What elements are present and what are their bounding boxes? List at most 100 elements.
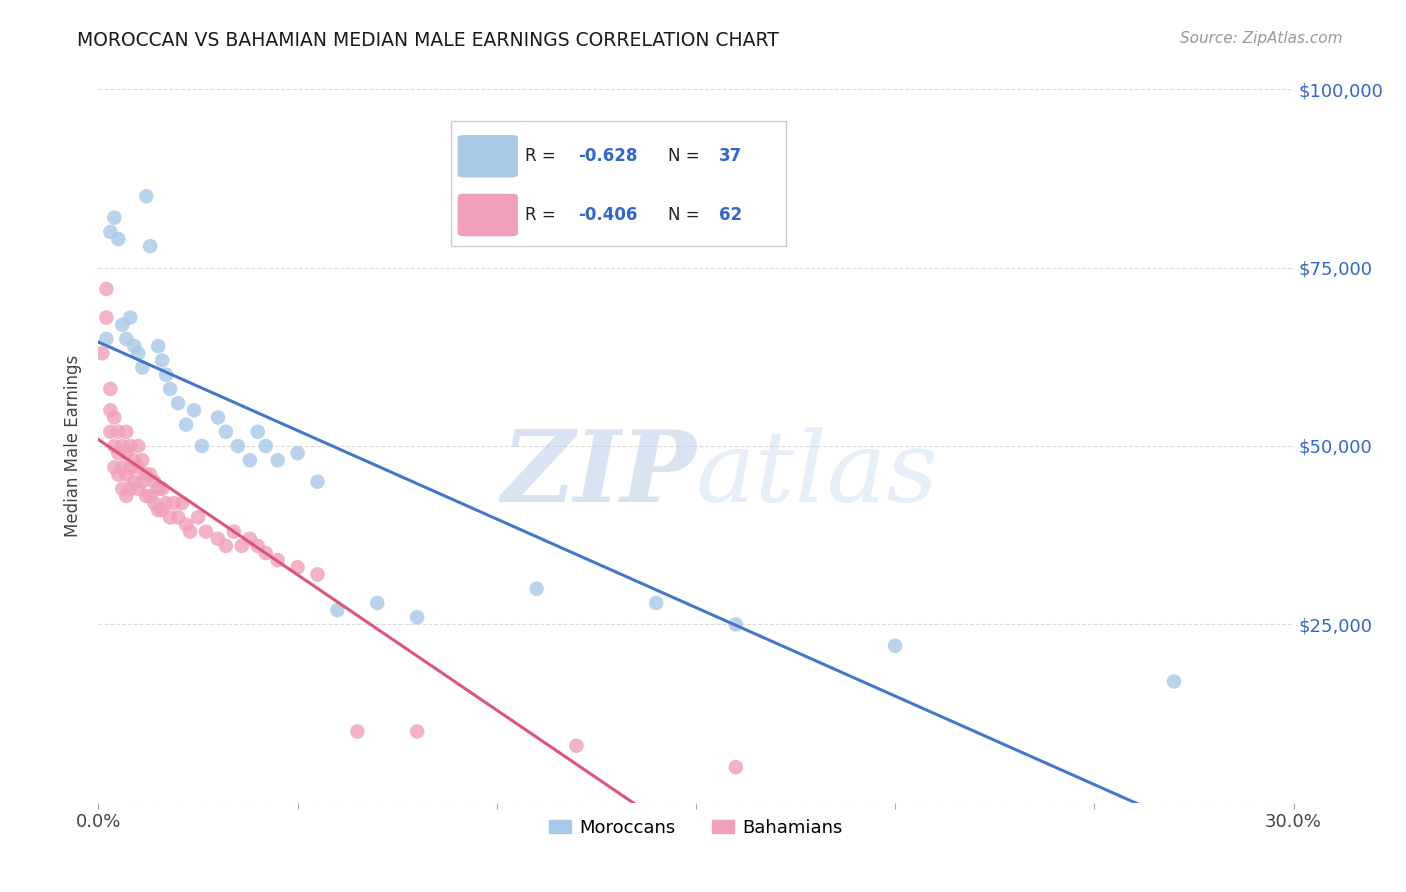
Point: [103, 439, 125, 453]
Point: [267, 453, 290, 467]
Point: [115, 425, 138, 439]
Point: [167, 396, 190, 410]
Point: [103, 410, 125, 425]
Point: [120, 482, 142, 496]
Point: [150, 503, 173, 517]
Point: [103, 460, 125, 475]
Point: [98, 382, 122, 396]
Text: Source: ZipAtlas.com: Source: ZipAtlas.com: [1180, 31, 1343, 46]
Point: [167, 510, 190, 524]
Point: [366, 596, 388, 610]
Point: [139, 489, 162, 503]
Point: [187, 510, 209, 524]
Point: [131, 475, 153, 489]
Point: [107, 232, 129, 246]
Point: [120, 310, 142, 325]
Point: [91, 346, 114, 360]
Point: [124, 453, 146, 467]
Point: [239, 532, 262, 546]
Point: [346, 724, 368, 739]
Point: [96, 282, 118, 296]
Point: [103, 211, 125, 225]
Point: [124, 475, 146, 489]
Point: [115, 446, 138, 460]
Point: [1163, 674, 1185, 689]
Point: [131, 360, 153, 375]
Point: [111, 482, 134, 496]
Point: [174, 417, 197, 432]
Point: [98, 425, 122, 439]
Point: [406, 610, 429, 624]
Text: MOROCCAN VS BAHAMIAN MEDIAN MALE EARNINGS CORRELATION CHART: MOROCCAN VS BAHAMIAN MEDIAN MALE EARNING…: [77, 31, 779, 50]
Point: [215, 539, 238, 553]
Point: [155, 496, 177, 510]
Point: [115, 467, 138, 482]
Point: [174, 517, 197, 532]
Point: [207, 410, 229, 425]
Point: [565, 739, 588, 753]
Point: [215, 425, 238, 439]
Point: [246, 425, 269, 439]
Y-axis label: Median Male Earnings: Median Male Earnings: [65, 355, 83, 537]
Point: [179, 524, 201, 539]
Point: [159, 382, 181, 396]
Point: [254, 546, 277, 560]
Point: [226, 439, 249, 453]
Point: [254, 439, 277, 453]
Point: [307, 475, 329, 489]
Point: [287, 446, 309, 460]
Point: [155, 368, 177, 382]
Point: [884, 639, 907, 653]
Point: [307, 567, 329, 582]
Point: [163, 496, 186, 510]
Point: [98, 225, 122, 239]
Point: [127, 439, 149, 453]
Point: [127, 460, 149, 475]
Point: [115, 332, 138, 346]
Point: [231, 539, 253, 553]
Point: [148, 339, 170, 353]
Point: [131, 453, 153, 467]
Point: [115, 489, 138, 503]
Point: [111, 460, 134, 475]
Point: [107, 425, 129, 439]
Point: [172, 496, 194, 510]
Point: [222, 524, 245, 539]
Legend: Moroccans, Bahamians: Moroccans, Bahamians: [541, 812, 851, 844]
Point: [191, 439, 214, 453]
Point: [111, 439, 134, 453]
Point: [159, 510, 181, 524]
Point: [724, 760, 747, 774]
Point: [406, 724, 429, 739]
Point: [135, 467, 157, 482]
Point: [239, 453, 262, 467]
Point: [645, 596, 668, 610]
Point: [127, 346, 149, 360]
Point: [150, 353, 173, 368]
Point: [127, 482, 149, 496]
Point: [139, 467, 162, 482]
Point: [120, 460, 142, 475]
Point: [96, 310, 118, 325]
Point: [148, 482, 170, 496]
Point: [107, 467, 129, 482]
Point: [107, 446, 129, 460]
Point: [267, 553, 290, 567]
Text: ZIP: ZIP: [501, 426, 696, 523]
Point: [148, 503, 170, 517]
Point: [124, 339, 146, 353]
Point: [195, 524, 218, 539]
Point: [207, 532, 229, 546]
Point: [135, 189, 157, 203]
Point: [135, 489, 157, 503]
Point: [526, 582, 548, 596]
Point: [143, 496, 166, 510]
Point: [143, 475, 166, 489]
Point: [246, 539, 269, 553]
Point: [326, 603, 349, 617]
Point: [111, 318, 134, 332]
Point: [183, 403, 205, 417]
Point: [96, 332, 118, 346]
Text: atlas: atlas: [696, 427, 939, 522]
Point: [120, 439, 142, 453]
